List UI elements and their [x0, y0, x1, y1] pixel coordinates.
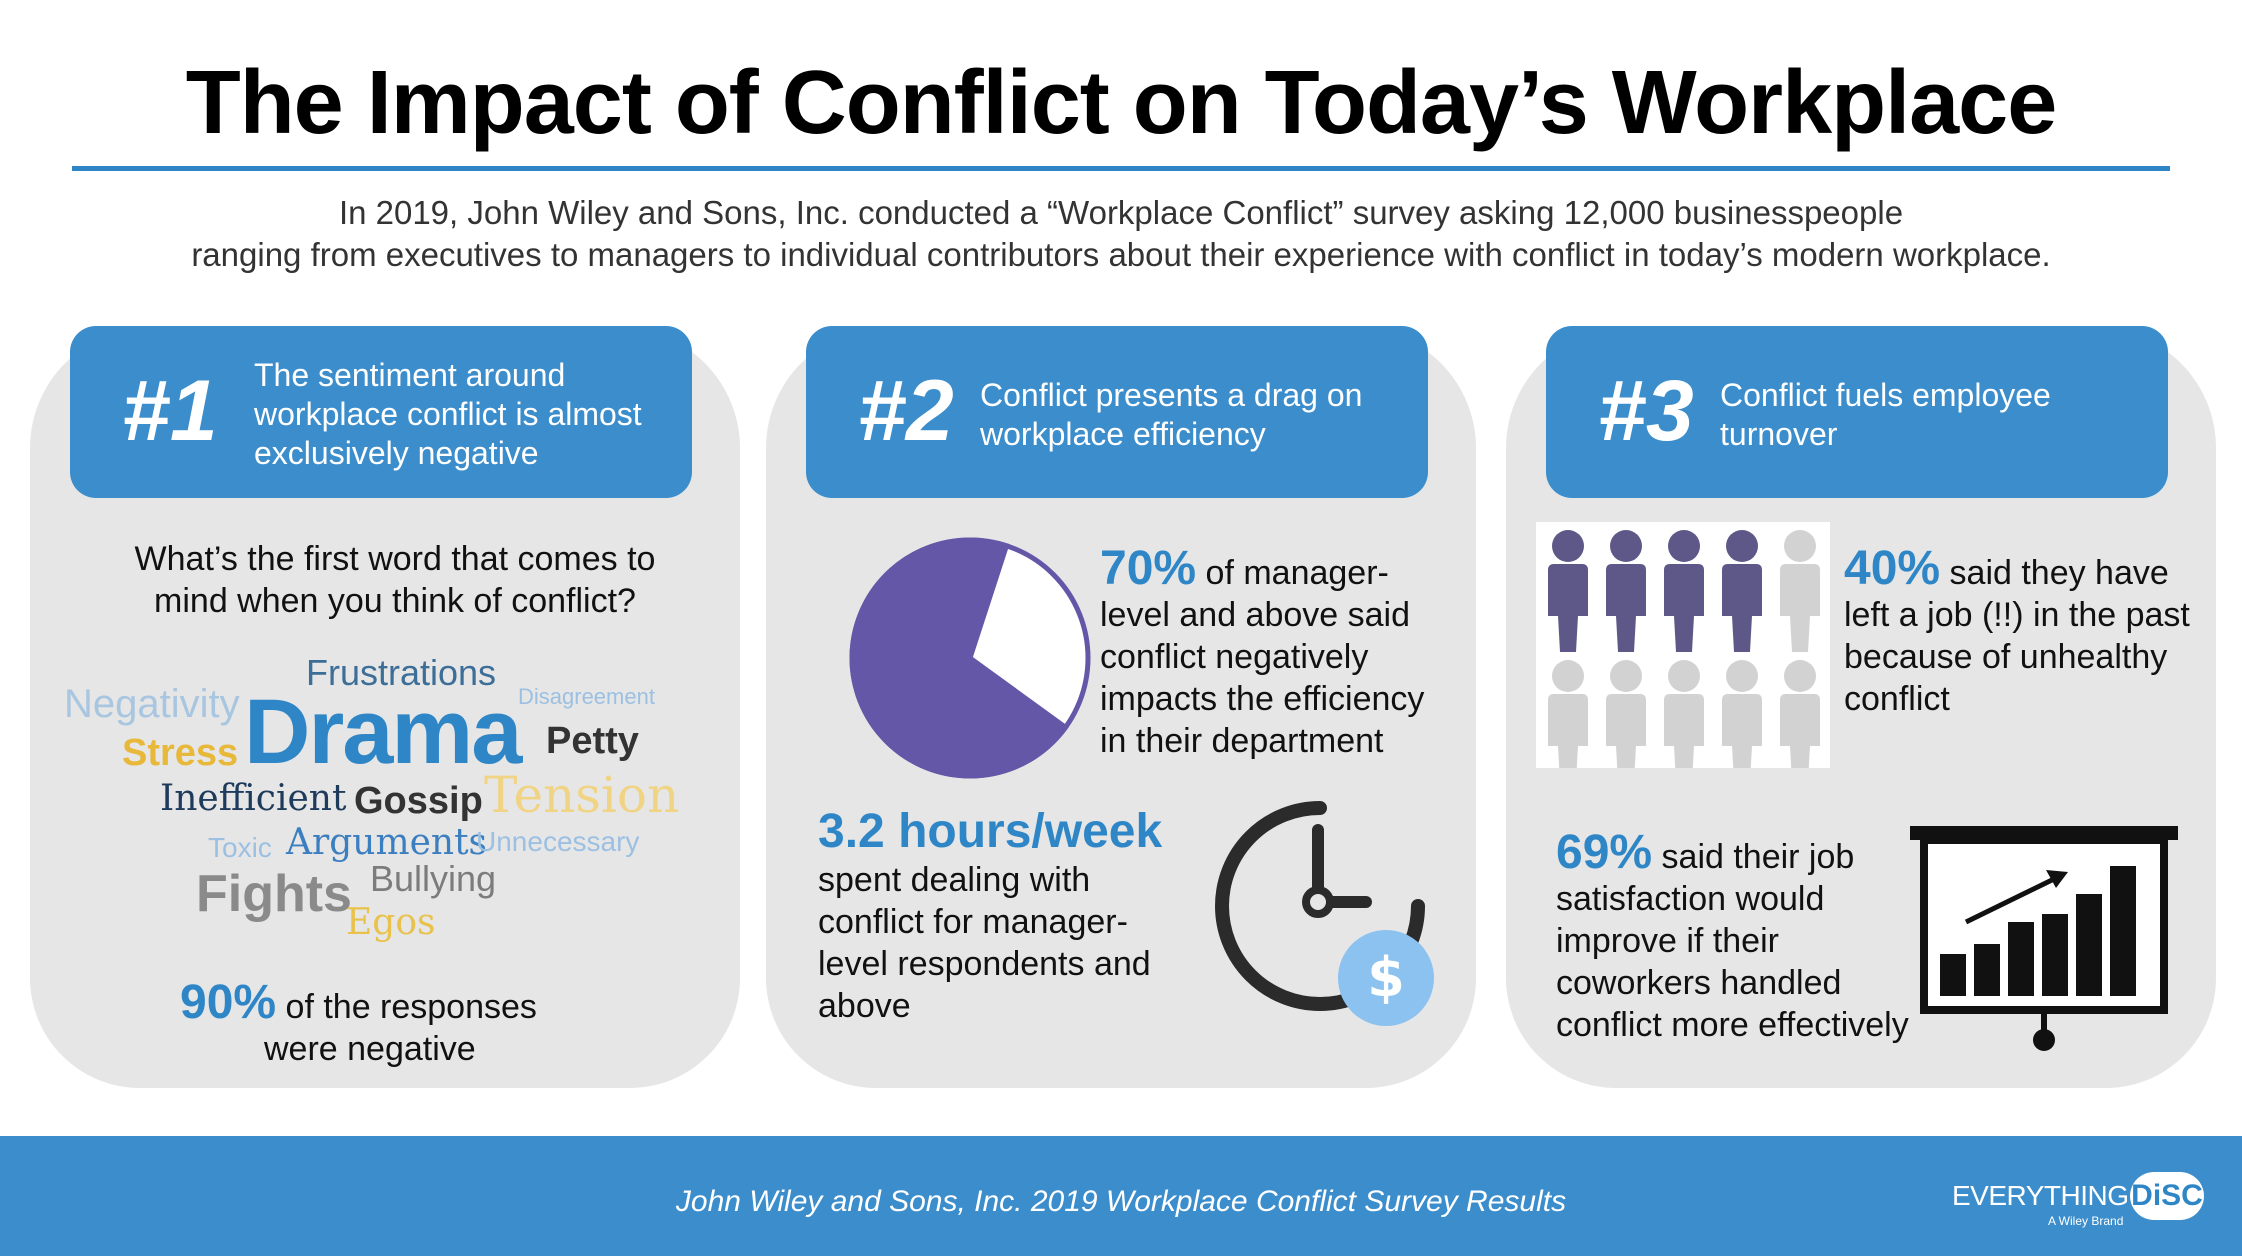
hours-stat: 3.2 hours/week spent dealing with confli… — [818, 804, 1198, 1027]
panel-3-stat-2: 69% said their job satisfaction would im… — [1556, 829, 1926, 1046]
panel-3-header: #3 Conflict fuels employee turnover — [1546, 326, 2168, 498]
stat-text: conflict — [1844, 680, 1950, 718]
stat-text: because of unhealthy — [1844, 638, 2168, 676]
panel-2-heading-line: Conflict presents a drag on — [980, 377, 1363, 413]
person-icon — [1548, 660, 1588, 768]
stat-text: in their department — [1100, 722, 1384, 760]
stat-hours-per-week: 3.2 hours/week — [818, 805, 1163, 858]
brand-everything: EVERYTHING — [1952, 1180, 2129, 1211]
panel-3-number: #3 — [1598, 363, 1694, 459]
title-divider — [72, 166, 2170, 171]
stat-text: were negative — [264, 1030, 476, 1068]
clock-money-icon: $ — [1215, 801, 1434, 1026]
person-icon — [1606, 530, 1646, 652]
stat-90-percent: 90% — [180, 976, 277, 1029]
stat-text: satisfaction would — [1556, 880, 1825, 918]
panel-1-question: What’s the first word that comes to mind… — [70, 538, 720, 622]
stat-text: spent dealing with — [818, 861, 1091, 899]
question-line: What’s the first word that comes to — [134, 540, 656, 578]
stat-40-percent: 40% — [1844, 542, 1941, 595]
stat-text: said they have — [1949, 554, 2169, 592]
panel-3-stat-1: 40% said they have left a job (!!) in th… — [1844, 545, 2204, 720]
word-drama: Drama — [244, 681, 522, 783]
stat-text: level respondents and — [818, 945, 1151, 983]
panel-1-heading: The sentiment around workplace conflict … — [254, 356, 684, 473]
person-icon — [1780, 530, 1820, 652]
stat-text: said their job — [1661, 838, 1855, 876]
growth-chart-board-icon — [1910, 826, 2178, 1051]
panel-2-number: #2 — [858, 363, 954, 459]
word-inefficient: Inefficient — [160, 778, 347, 819]
person-icon — [1606, 660, 1646, 768]
people-icon-grid — [1536, 522, 1830, 768]
stat-text: conflict negatively — [1100, 638, 1369, 676]
stat-text: conflict for manager- — [818, 903, 1128, 941]
panel-3-heading-line: Conflict fuels employee — [1720, 377, 2051, 413]
stat-text: impacts the efficiency — [1100, 680, 1425, 718]
word-toxic: Toxic — [208, 832, 272, 863]
word-disagreement: Disagreement — [518, 684, 655, 709]
word-cloud: Frustrations Negativity Disagreement Dra… — [60, 640, 680, 960]
word-egos: Egos — [346, 902, 436, 943]
stat-text: conflict more effectively — [1556, 1006, 1909, 1044]
word-bullying: Bullying — [370, 858, 497, 899]
panel-2-heading-line: workplace efficiency — [980, 416, 1266, 452]
panel-1-heading-line: The sentiment around — [254, 357, 566, 393]
person-icon — [1722, 660, 1762, 768]
brand-logo: EVERYTHING DiSC A Wiley Brand — [1952, 1172, 2212, 1242]
intro-line-2: ranging from executives to managers to i… — [191, 236, 2051, 273]
intro-line-1: In 2019, John Wiley and Sons, Inc. condu… — [338, 194, 1904, 231]
stat-text: improve if their — [1556, 922, 1779, 960]
efficiency-pie-chart — [849, 537, 1091, 779]
word-fights: Fights — [196, 865, 352, 923]
stat-text: of manager- — [1205, 554, 1389, 592]
panel-1-header: #1 The sentiment around workplace confli… — [70, 326, 692, 498]
question-line: mind when you think of conflict? — [154, 582, 636, 620]
person-icon — [1548, 530, 1588, 652]
stat-text: left a job (!!) in the past — [1844, 596, 2190, 634]
panel-1-heading-line: workplace conflict is almost — [254, 396, 642, 432]
footer-bar — [0, 1136, 2242, 1256]
stat-69-percent: 69% — [1556, 826, 1653, 879]
person-icon — [1664, 530, 1704, 652]
panel-2-stat: 70% of manager- level and above said con… — [1100, 545, 1460, 762]
stat-text: of the responses — [285, 988, 537, 1026]
panel-1-heading-line: exclusively negative — [254, 435, 539, 471]
stat-70-percent: 70% — [1100, 542, 1197, 595]
panel-3-heading: Conflict fuels employee turnover — [1720, 376, 2150, 454]
word-stress: Stress — [122, 732, 239, 774]
brand-subtitle: A Wiley Brand — [2048, 1214, 2124, 1228]
person-icon — [1722, 530, 1762, 652]
word-negativity: Negativity — [64, 682, 240, 726]
panel-2-header: #2 Conflict presents a drag on workplace… — [806, 326, 1428, 498]
word-petty: Petty — [546, 720, 639, 762]
panel-3-heading-line: turnover — [1720, 416, 1838, 452]
brand-disc: DiSC — [2130, 1172, 2204, 1220]
word-frustrations: Frustrations — [306, 652, 497, 693]
pie-slice-70 — [849, 537, 1069, 779]
svg-text:$: $ — [1367, 946, 1405, 1009]
person-icon — [1780, 660, 1820, 768]
word-arguments: Arguments — [286, 822, 488, 863]
stat-text: above — [818, 987, 911, 1025]
word-unnecessary: Unnecessary — [476, 826, 640, 857]
intro-text: In 2019, John Wiley and Sons, Inc. condu… — [0, 192, 2242, 276]
panel-1-stat: 90% of the responses were negative — [180, 979, 580, 1070]
person-icon — [1664, 660, 1704, 768]
panel-2-heading: Conflict presents a drag on workplace ef… — [980, 376, 1410, 454]
footer-source: John Wiley and Sons, Inc. 2019 Workplace… — [675, 1185, 1567, 1218]
word-gossip: Gossip — [354, 780, 483, 822]
word-tension: Tension — [484, 766, 680, 824]
stat-text: level and above said — [1100, 596, 1411, 634]
page-title: The Impact of Conflict on Today’s Workpl… — [185, 53, 2058, 153]
stat-text: coworkers handled — [1556, 964, 1842, 1002]
panel-1-number: #1 — [122, 363, 218, 459]
